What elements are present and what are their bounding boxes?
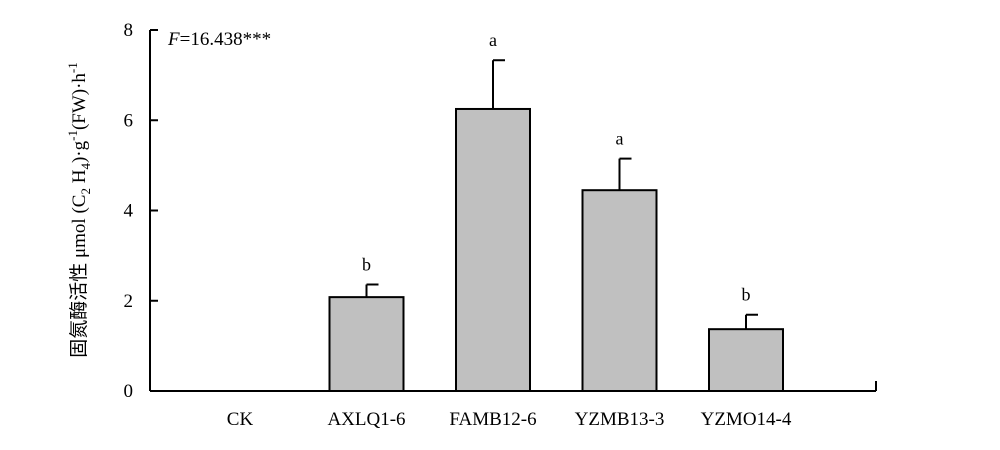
ylabel-prefix: 固氮酶活性 μmol (C (68, 195, 90, 358)
significance-label: b (362, 255, 371, 275)
x-tick-label: CK (227, 409, 254, 430)
stat-italic: F (167, 29, 180, 50)
significance-label: b (742, 285, 751, 305)
y-tick-label: 2 (124, 291, 134, 312)
y-tick-label: 4 (124, 201, 134, 222)
ylabel-mid3: (FW)·h (69, 73, 90, 130)
x-tick-label: YZMO14-4 (701, 409, 792, 430)
labels: 0 2 4 6 8 CK b AXLQ1-6 a FAMB12-6 a YZMB13-3 b YZMO14… (124, 20, 792, 430)
ylabel-mid1: H (69, 169, 90, 188)
bar (708, 328, 784, 392)
y-axis-label: 固氮酶活性 μmol (C2 H4)·g-1(FW)·h-1 (65, 62, 93, 358)
bar (455, 107, 531, 392)
y-tick-label: 6 (124, 110, 134, 131)
y-tick-label: 0 (124, 381, 134, 402)
x-tick-label: AXLQ1-6 (327, 409, 405, 430)
ylabel-mid2: )·g (69, 140, 90, 163)
ylabel-sub2: 4 (78, 163, 93, 170)
significance-label: a (616, 129, 624, 149)
x-tick-label: FAMB12-6 (449, 409, 536, 430)
ylabel-sup2: -1 (65, 62, 80, 73)
stat-rest: =16.438*** (180, 29, 271, 50)
stat-annotation: F=16.438*** (167, 29, 271, 50)
x-tick-label: YZMB13-3 (575, 409, 665, 430)
ylabel-sub1: 2 (78, 188, 93, 195)
bars (328, 59, 784, 393)
bar (581, 189, 658, 392)
bar (328, 296, 405, 393)
significance-label: a (489, 30, 497, 50)
y-tick-label: 8 (124, 20, 134, 41)
ylabel-sup1: -1 (65, 130, 80, 141)
